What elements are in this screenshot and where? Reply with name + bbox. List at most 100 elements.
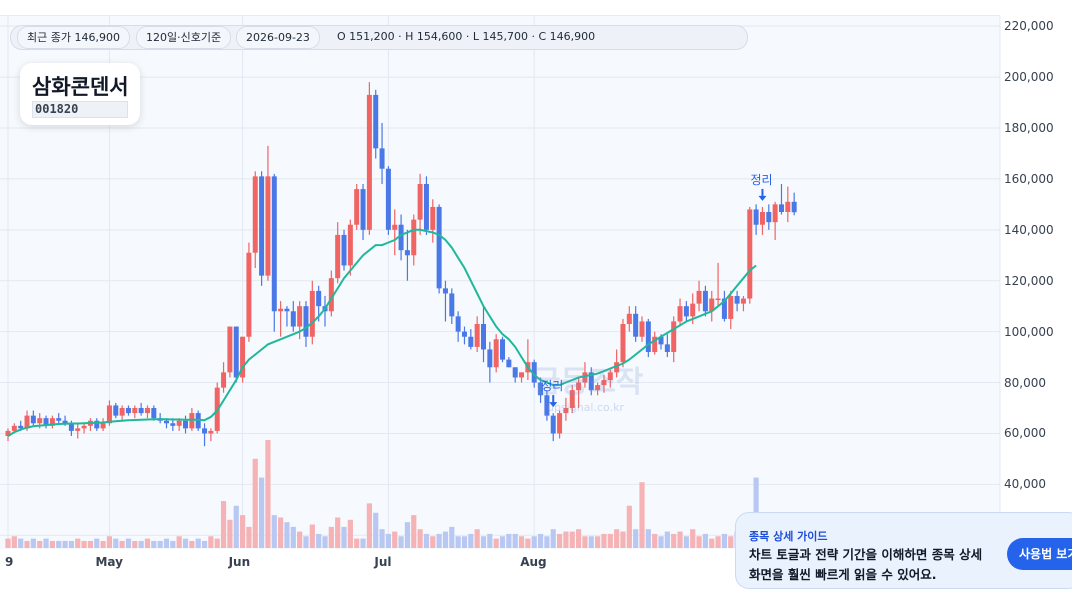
y-tick-label: 120,000 — [1004, 273, 1054, 288]
candle — [721, 290, 727, 322]
volume-bar — [715, 536, 721, 548]
ohlc-readout: O 151,200 · H 154,600 · L 145,700 · C 14… — [337, 30, 596, 43]
candle — [423, 176, 429, 235]
candle — [328, 270, 334, 317]
candle — [791, 192, 797, 216]
volume-bar — [144, 538, 151, 548]
candle — [5, 428, 11, 442]
volume-bar — [214, 538, 220, 548]
candle — [468, 329, 474, 350]
candle — [227, 326, 233, 378]
volume-bar — [132, 540, 138, 548]
volume-bar — [30, 538, 36, 548]
volume-bar — [468, 533, 474, 548]
candle — [519, 372, 525, 383]
volume-bar — [474, 529, 480, 548]
x-tick-label: Aug — [520, 555, 547, 569]
candle — [601, 374, 607, 393]
candle — [303, 301, 309, 347]
candle — [290, 301, 296, 332]
volume-bar — [24, 540, 30, 548]
candle — [772, 201, 778, 240]
candle — [614, 349, 620, 378]
candle — [753, 204, 759, 235]
volume-bar — [702, 533, 708, 548]
moving-average-line — [7, 228, 757, 437]
candle — [759, 206, 765, 235]
volume-bar — [373, 512, 379, 548]
volume-bar — [728, 536, 734, 548]
candle — [195, 410, 201, 431]
candle — [487, 341, 493, 383]
y-tick-label: 140,000 — [1004, 222, 1054, 237]
volume-bar — [601, 533, 607, 548]
candle — [49, 415, 55, 429]
volume-bar — [195, 538, 201, 548]
candle — [696, 280, 702, 312]
volume-bar — [252, 458, 258, 548]
candle — [138, 402, 144, 416]
volume-bar — [493, 538, 499, 548]
candle — [683, 301, 689, 322]
candle — [506, 357, 512, 368]
candle — [747, 206, 753, 304]
volume-bar — [316, 533, 322, 548]
candle — [677, 298, 683, 327]
x-tick-label: 9 — [5, 555, 14, 569]
candle — [607, 369, 613, 388]
candle — [309, 280, 315, 345]
candle — [87, 418, 93, 431]
y-tick-label: 160,000 — [1004, 171, 1054, 186]
candle — [645, 318, 651, 358]
volume-bar — [56, 540, 62, 548]
volume-bar — [664, 531, 670, 548]
y-tick-label: 100,000 — [1004, 324, 1054, 339]
candle — [702, 285, 708, 317]
close-price-pill: 최근 종가 146,900 — [17, 26, 130, 49]
candle — [208, 428, 214, 442]
candle — [442, 280, 448, 322]
volume-bar — [341, 526, 347, 548]
volume-bar — [176, 536, 182, 548]
candle — [588, 367, 594, 396]
volume-bar — [297, 531, 303, 548]
date-pill: 2026-09-23 — [236, 26, 320, 49]
volume-bar — [335, 517, 341, 548]
candle — [461, 326, 467, 345]
candle — [379, 122, 385, 184]
candle — [664, 334, 670, 358]
candle — [252, 171, 258, 268]
chart-panel — [0, 15, 1000, 549]
volume-bar — [201, 540, 208, 548]
volume-bar — [506, 533, 512, 548]
candle — [183, 415, 189, 434]
volume-bar — [588, 536, 594, 548]
volume-bar — [633, 529, 639, 548]
stock-code: 001820 — [32, 101, 128, 118]
volume-bar — [525, 538, 531, 548]
volume-bar — [259, 477, 265, 548]
watermark-url: upsignal.co.kr — [547, 401, 624, 414]
volume-bar — [449, 526, 455, 548]
volume-bar — [556, 533, 563, 548]
y-tick-label: 60,000 — [1004, 426, 1046, 441]
guide-button[interactable]: 사용법 보기 — [1007, 538, 1072, 570]
period-pill[interactable]: 120일·신호기준 — [136, 26, 232, 49]
candle — [436, 204, 442, 294]
candle — [125, 405, 131, 416]
volume-bar — [392, 531, 398, 548]
volume-bar — [265, 440, 271, 548]
candle — [785, 186, 791, 223]
volume-bar — [677, 531, 683, 548]
x-tick-label: Jun — [228, 555, 251, 569]
guide-toast[interactable]: 종목 상세 가이드 차트 토글과 전략 기간을 이해하면 종목 상세 화면을 훨… — [735, 512, 1072, 589]
volume-bar — [94, 538, 100, 548]
candle — [595, 382, 601, 396]
volume-bar — [385, 533, 391, 548]
candle — [525, 339, 531, 380]
volume-bar — [87, 540, 94, 548]
volume-bar — [417, 529, 423, 548]
volume-bar — [278, 517, 284, 548]
